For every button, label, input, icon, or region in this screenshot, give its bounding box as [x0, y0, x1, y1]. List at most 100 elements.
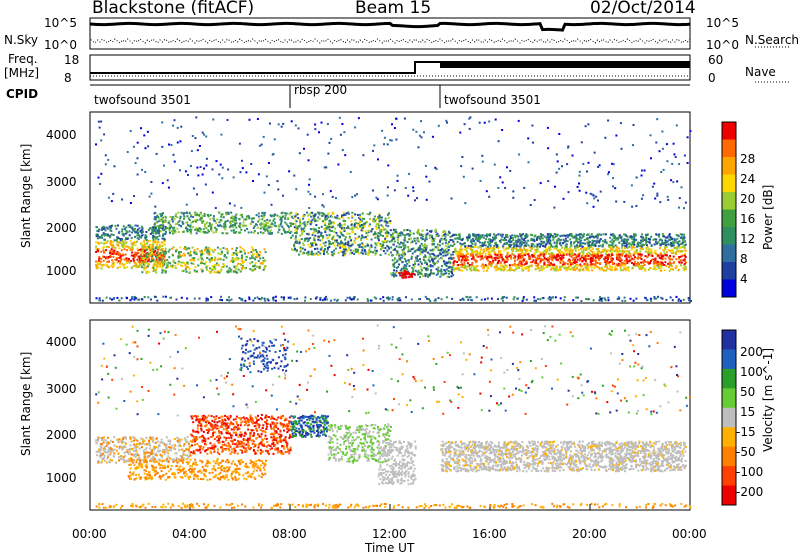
data-cell	[482, 257, 484, 259]
data-cell	[466, 266, 468, 268]
data-cell	[231, 248, 233, 250]
data-cell	[189, 226, 191, 228]
data-cell	[319, 299, 321, 301]
data-cell	[270, 215, 272, 217]
data-cell	[437, 243, 439, 245]
data-cell	[216, 262, 218, 264]
data-cell	[133, 265, 135, 267]
data-cell	[117, 245, 119, 247]
data-cell	[189, 254, 191, 256]
data-cell	[353, 298, 355, 300]
data-cell	[206, 257, 208, 259]
data-cell	[189, 212, 191, 214]
data-cell	[683, 237, 685, 239]
data-cell	[531, 264, 533, 266]
data-cell	[554, 269, 556, 271]
data-cell	[645, 255, 647, 257]
data-cell	[487, 241, 489, 243]
data-cell	[643, 244, 645, 246]
data-cell	[458, 259, 460, 261]
data-cell	[419, 246, 421, 248]
data-cell	[348, 217, 350, 219]
data-cell	[551, 252, 553, 254]
data-cell	[432, 253, 434, 255]
data-cell	[571, 235, 573, 237]
data-cell	[311, 219, 313, 221]
data-cell	[380, 231, 382, 233]
data-cell	[667, 240, 669, 242]
data-cell	[410, 238, 412, 240]
data-cell	[135, 255, 137, 257]
data-cell	[525, 233, 527, 235]
data-cell	[190, 231, 192, 233]
data-cell	[356, 249, 358, 251]
data-cell	[141, 246, 143, 248]
data-cell	[532, 256, 534, 258]
data-cell	[186, 215, 188, 217]
data-cell	[516, 298, 518, 300]
data-cell	[194, 249, 196, 251]
data-cell	[680, 264, 682, 266]
data-cell	[336, 215, 338, 217]
data-cell	[335, 248, 337, 250]
data-cell	[589, 241, 591, 243]
data-cell	[514, 296, 516, 298]
data-cell	[530, 261, 532, 263]
data-cell	[290, 212, 292, 214]
data-cell	[334, 245, 336, 247]
data-cell	[448, 241, 450, 243]
data-cell	[506, 258, 508, 260]
data-cell	[307, 215, 309, 217]
data-cell	[611, 269, 613, 271]
data-cell	[283, 229, 285, 231]
data-cell	[312, 234, 314, 236]
data-cell	[161, 259, 163, 261]
data-cell	[396, 254, 398, 256]
data-cell	[468, 245, 470, 247]
data-cell	[472, 254, 474, 256]
data-cell	[563, 299, 565, 301]
data-cell	[375, 218, 377, 220]
data-cell	[438, 249, 440, 251]
data-cell	[453, 243, 455, 245]
data-cell	[621, 245, 623, 247]
data-cell	[187, 224, 189, 226]
data-cell	[669, 259, 671, 261]
data-cell	[655, 253, 657, 255]
data-cell	[292, 223, 294, 225]
data-cell	[204, 213, 206, 215]
data-cell	[159, 255, 161, 257]
data-cell	[96, 297, 98, 299]
data-cell	[268, 227, 270, 229]
data-cell	[306, 212, 308, 214]
data-cell	[186, 204, 188, 206]
data-cell	[173, 229, 175, 231]
data-cell	[350, 220, 352, 222]
data-cell	[313, 254, 315, 256]
data-cell	[330, 223, 332, 225]
data-cell	[232, 216, 234, 218]
data-cell	[590, 261, 592, 263]
data-cell	[284, 217, 286, 219]
data-cell	[192, 247, 194, 249]
data-cell	[246, 256, 248, 258]
data-cell	[566, 243, 568, 245]
data-cell	[540, 260, 542, 262]
data-cell	[302, 253, 304, 255]
data-cell	[569, 251, 571, 253]
data-cell	[407, 233, 409, 235]
data-cell	[473, 240, 475, 242]
data-cell	[361, 249, 363, 251]
data-cell	[144, 261, 146, 263]
data-cell	[316, 230, 318, 232]
data-cell	[462, 270, 464, 272]
data-cell	[521, 265, 523, 267]
data-cell	[251, 231, 253, 233]
data-cell	[106, 257, 108, 259]
data-cell	[644, 297, 646, 299]
data-cell	[95, 251, 97, 253]
data-cell	[684, 263, 686, 265]
data-cell	[339, 237, 341, 239]
data-cell	[162, 269, 164, 271]
data-cell	[445, 245, 447, 247]
